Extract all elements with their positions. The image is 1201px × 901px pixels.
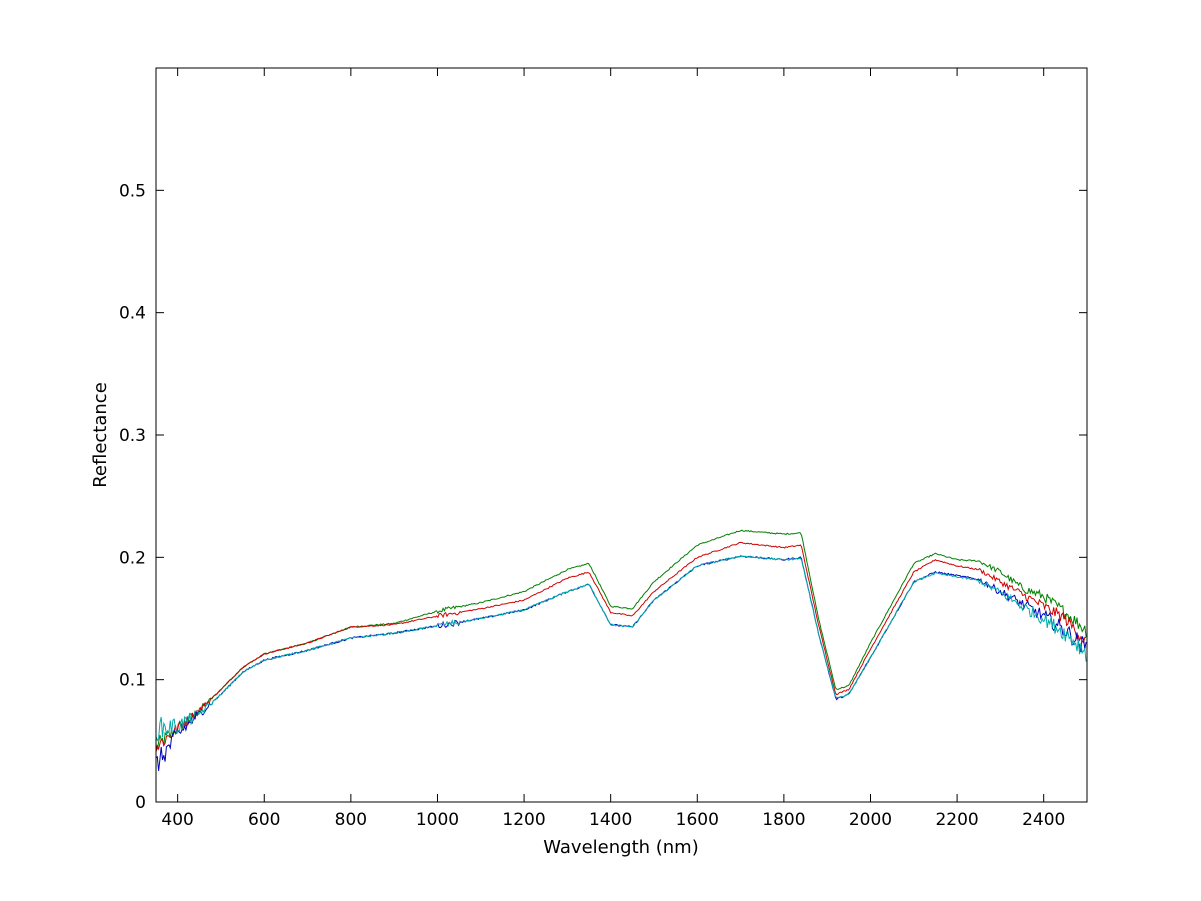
tick-layer: 400 600 800 1000 1200 1400 1600 1800 2000 2200 240… bbox=[119, 68, 1087, 830]
y-tick-label: 0.3 bbox=[119, 426, 146, 446]
x-tick-label: 2200 bbox=[935, 810, 978, 830]
x-tick-label: 600 bbox=[248, 810, 280, 830]
y-tick-label: 0 bbox=[135, 793, 146, 813]
y-axis-label: Reflectance bbox=[90, 382, 111, 488]
x-tick-label: 1800 bbox=[762, 810, 805, 830]
y-tick-label: 0.5 bbox=[119, 181, 146, 201]
spectrum-line-1 bbox=[155, 529, 1087, 750]
x-axis-label: Wavelength (nm) bbox=[543, 837, 699, 858]
series-layer bbox=[155, 529, 1087, 771]
y-tick-label: 0.4 bbox=[119, 304, 146, 324]
x-tick-label: 2400 bbox=[1022, 810, 1065, 830]
x-tick-label: 1200 bbox=[502, 810, 545, 830]
y-tick-label: 0.2 bbox=[119, 548, 146, 568]
x-tick-label: 1400 bbox=[589, 810, 632, 830]
plot-area bbox=[156, 68, 1087, 802]
spectrum-line-2 bbox=[155, 541, 1087, 753]
x-tick-label: 1000 bbox=[416, 810, 459, 830]
y-tick-label: 0.1 bbox=[119, 671, 146, 691]
x-tick-label: 1600 bbox=[676, 810, 719, 830]
x-tick-label: 800 bbox=[335, 810, 367, 830]
spectrum-line-4 bbox=[155, 555, 1087, 742]
x-tick-label: 400 bbox=[161, 810, 193, 830]
x-tick-label: 2000 bbox=[849, 810, 892, 830]
